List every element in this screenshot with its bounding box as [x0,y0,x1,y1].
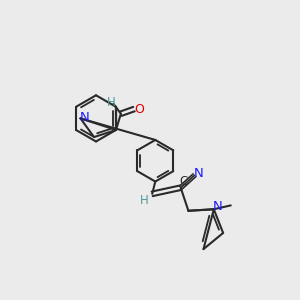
Text: H: H [140,194,149,206]
Text: O: O [134,103,144,116]
Text: N: N [194,167,203,179]
Text: C: C [179,175,187,188]
Text: H: H [107,96,116,109]
Text: N: N [213,200,223,213]
Text: N: N [80,111,89,124]
